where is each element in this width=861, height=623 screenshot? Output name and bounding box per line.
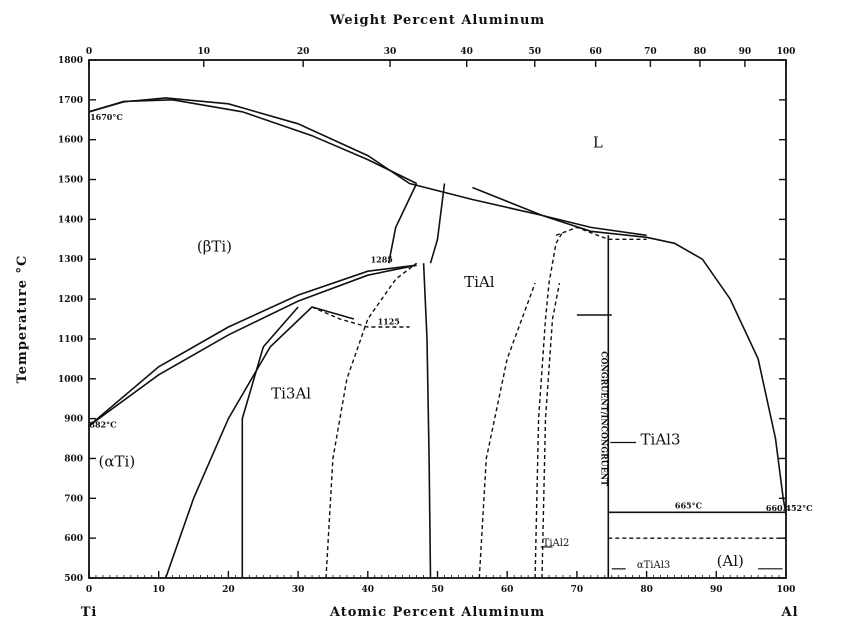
phase-label: (βTi) [197, 237, 232, 255]
x-top-tick-label: 70 [644, 47, 657, 57]
annotation-label: 1285 [371, 254, 393, 264]
y-tick-label: 1800 [58, 56, 83, 66]
x-top-tick-label: 50 [528, 47, 541, 57]
phase-boundary-tial-left-lower [422, 263, 432, 579]
annotation-label: 660.452°C [766, 503, 813, 513]
x-bottom-tick-label: 80 [640, 585, 653, 595]
phase-label: Ti3Al [271, 385, 311, 403]
ti-end-label: Ti [81, 605, 98, 620]
phase-label: TiAl [464, 273, 495, 291]
x-bottom-tick-label: 90 [710, 585, 723, 595]
x-top-tick-label: 10 [198, 47, 211, 57]
phase-boundary-alpha-transus-upper [88, 264, 417, 427]
x-top-tick-label: 30 [384, 47, 397, 57]
phase-label: (Al) [717, 552, 744, 570]
x-top-tick-label: 90 [739, 47, 752, 57]
phase-label: αTiAl3 [637, 560, 670, 571]
phase-label: TiAl2 [543, 538, 570, 549]
phase-boundary-beta-solidus [88, 98, 417, 185]
phase-boundary-tial-right [429, 183, 446, 264]
phase-boundary-dashed-tial-dash [478, 282, 536, 579]
annotation-label: CONGRUENT/INCONGRUENT [599, 351, 609, 486]
x-bottom-tick-label: 100 [777, 585, 796, 595]
y-tick-label: 900 [64, 415, 83, 425]
x-top-tick-label: 80 [694, 47, 707, 57]
y-axis-title: Temperature °C [15, 255, 30, 384]
phase-boundary-dashed-ti3al-dash-right [325, 262, 418, 579]
phase-boundary-ti3al-boundary-right [241, 306, 299, 578]
x-bottom-tick-label: 0 [86, 585, 92, 595]
x-bottom-tick-label: 50 [431, 585, 444, 595]
x-bottom-tick-label: 30 [292, 585, 305, 595]
x-top-tick-label: 20 [297, 47, 310, 57]
phase-label: (αTi) [99, 452, 136, 470]
y-tick-label: 1400 [58, 215, 83, 225]
phase-boundary-alpha-ti3al-boundary-left [164, 306, 355, 579]
x-top-tick-label: 0 [86, 47, 92, 57]
x-top-tick-label: 40 [460, 47, 473, 57]
annotation-label: 665°C [675, 500, 702, 510]
x-bottom-tick-label: 70 [571, 585, 584, 595]
x-bottom-tick-label: 40 [362, 585, 375, 595]
y-tick-label: 1600 [58, 136, 83, 146]
bottom-axis-title: Atomic Percent Aluminum [329, 605, 545, 620]
annotation-label: 1670°C [90, 112, 123, 122]
phase-boundary-dashed-ti3al-dash-top [311, 306, 410, 328]
x-bottom-tick-label: 10 [152, 585, 165, 595]
y-tick-label: 600 [64, 534, 83, 544]
phase-boundary-al-rich-liquidus [472, 186, 787, 515]
x-bottom-tick-label: 60 [501, 585, 514, 595]
phase-label: TiAl3 [641, 431, 681, 449]
y-tick-label: 1300 [58, 255, 83, 265]
phase-label: L [593, 134, 603, 152]
annotation-label: 1125 [378, 317, 400, 327]
al-end-label: Al [780, 605, 798, 620]
x-top-tick-label: 60 [589, 47, 602, 57]
x-bottom-tick-label: 20 [222, 585, 235, 595]
annotation-label: 882°C [89, 419, 116, 429]
y-tick-label: 1000 [58, 375, 83, 385]
top-axis-title: Weight Percent Aluminum [329, 13, 545, 28]
phase-boundary-dashed-tial2-dash-right [541, 282, 561, 579]
y-tick-label: 1200 [58, 295, 83, 305]
phase-boundary-tial-left [387, 183, 418, 264]
y-tick-label: 500 [64, 574, 83, 584]
phase-boundary-dashed-tial2-dash-left [534, 230, 564, 579]
phase-boundary-alpha-transus-lower [88, 264, 417, 427]
y-tick-label: 1500 [58, 176, 83, 186]
y-tick-label: 1100 [58, 335, 83, 345]
y-tick-label: 1700 [58, 96, 83, 106]
phase-boundary-beta-liquidus [88, 97, 647, 237]
x-top-tick-label: 100 [777, 47, 796, 57]
y-tick-label: 700 [64, 494, 83, 504]
y-tick-label: 800 [64, 454, 83, 464]
